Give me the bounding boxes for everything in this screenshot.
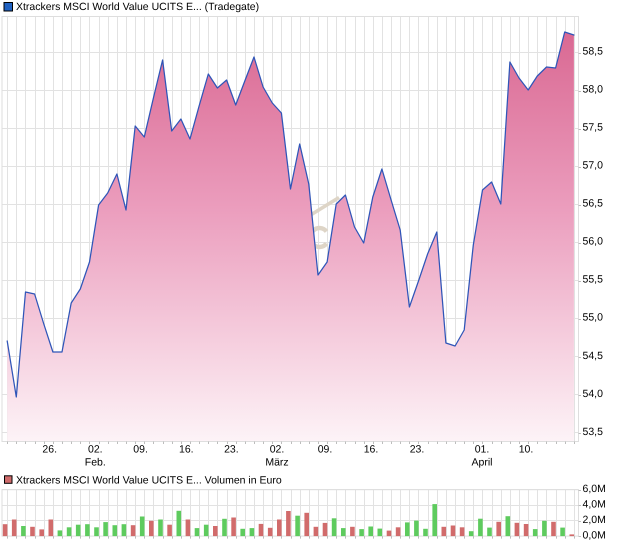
svg-text:23.: 23. — [410, 444, 425, 456]
svg-text:Xtrackers MSCI World Value UCI: Xtrackers MSCI World Value UCITS E... (T… — [16, 1, 259, 13]
svg-text:4,0M: 4,0M — [583, 499, 606, 511]
svg-text:56,5: 56,5 — [583, 198, 604, 210]
svg-text:02.: 02. — [270, 444, 285, 456]
svg-text:2,0M: 2,0M — [583, 514, 606, 526]
svg-text:56,0: 56,0 — [583, 236, 604, 248]
svg-text:6,0M: 6,0M — [583, 483, 606, 495]
svg-text:10.: 10. — [519, 444, 534, 456]
svg-text:01.: 01. — [475, 444, 490, 456]
svg-text:April: April — [471, 457, 492, 469]
svg-text:16.: 16. — [179, 444, 194, 456]
svg-text:55,5: 55,5 — [583, 274, 604, 286]
svg-text:54,0: 54,0 — [583, 388, 604, 400]
svg-text:53,5: 53,5 — [583, 426, 604, 438]
svg-text:58,0: 58,0 — [583, 84, 604, 96]
svg-text:55,0: 55,0 — [583, 312, 604, 324]
svg-text:57,0: 57,0 — [583, 160, 604, 172]
svg-text:09.: 09. — [318, 444, 333, 456]
svg-text:Feb.: Feb. — [85, 457, 106, 469]
svg-text:März: März — [265, 457, 288, 469]
svg-text:16.: 16. — [364, 444, 379, 456]
svg-text:02.: 02. — [88, 444, 103, 456]
svg-text:0,0M: 0,0M — [583, 530, 606, 542]
svg-text:26.: 26. — [42, 444, 57, 456]
svg-text:57,5: 57,5 — [583, 122, 604, 134]
svg-text:58,5: 58,5 — [583, 45, 604, 57]
svg-text:23.: 23. — [224, 444, 239, 456]
svg-text:Xtrackers MSCI World Value UCI: Xtrackers MSCI World Value UCITS E... Vo… — [16, 475, 282, 487]
svg-text:09.: 09. — [133, 444, 148, 456]
svg-text:54,5: 54,5 — [583, 350, 604, 362]
